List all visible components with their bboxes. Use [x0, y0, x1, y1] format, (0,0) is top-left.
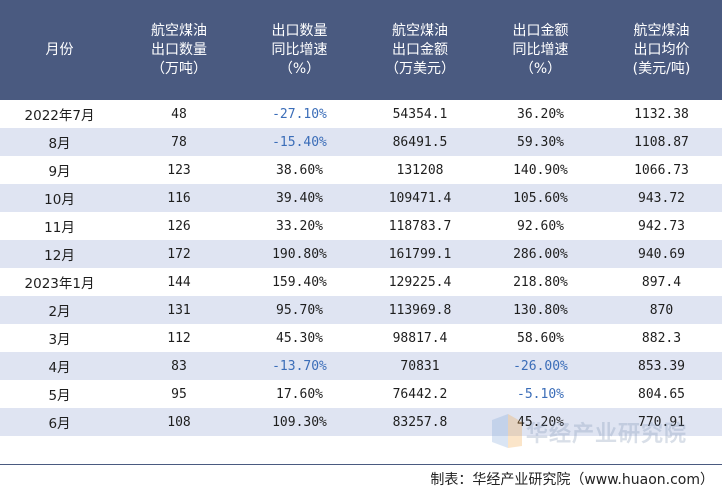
cell-value-yoy: 45.20% — [480, 408, 601, 436]
cell-export-value: 76442.2 — [360, 380, 480, 408]
cell-export-volume: 95 — [119, 380, 239, 408]
cell-value-yoy: 218.80% — [480, 268, 601, 296]
cell-volume-yoy: 95.70% — [239, 296, 360, 324]
cell-month: 9月 — [0, 156, 119, 184]
table-row: 2023年1月 144 159.40% 129225.4 218.80% 897.4 — [0, 268, 722, 296]
cell-avg-price: 853.39 — [601, 352, 722, 380]
table-row: 3月 112 45.30% 98817.4 58.60% 882.3 — [0, 324, 722, 352]
cell-volume-yoy: 109.30% — [239, 408, 360, 436]
cell-export-volume: 126 — [119, 212, 239, 240]
cell-avg-price: 942.73 — [601, 212, 722, 240]
cell-month: 8月 — [0, 128, 119, 156]
cell-month: 3月 — [0, 324, 119, 352]
cell-month: 10月 — [0, 184, 119, 212]
header-month: 月份 — [0, 0, 119, 100]
cell-export-volume: 116 — [119, 184, 239, 212]
table-body: 2022年7月 48 -27.10% 54354.1 36.20% 1132.38 8月 78… — [0, 100, 722, 436]
cell-volume-yoy: -27.10% — [239, 100, 360, 128]
cell-value-yoy: -26.00% — [480, 352, 601, 380]
export-table: 月份 航空煤油 出口数量 （万吨） 出口数量 同比增速 （%） 航空煤油 出口金… — [0, 0, 722, 436]
header-avg-price: 航空煤油 出口均价 (美元/吨) — [601, 0, 722, 100]
cell-export-volume: 78 — [119, 128, 239, 156]
cell-volume-yoy: 45.30% — [239, 324, 360, 352]
cell-value-yoy: 58.60% — [480, 324, 601, 352]
table-row: 2022年7月 48 -27.10% 54354.1 36.20% 1132.38 — [0, 100, 722, 128]
cell-volume-yoy: 17.60% — [239, 380, 360, 408]
cell-export-volume: 112 — [119, 324, 239, 352]
cell-month: 2023年1月 — [0, 268, 119, 296]
cell-avg-price: 943.72 — [601, 184, 722, 212]
cell-avg-price: 1132.38 — [601, 100, 722, 128]
cell-month: 6月 — [0, 408, 119, 436]
header-volume-yoy: 出口数量 同比增速 （%） — [239, 0, 360, 100]
cell-month: 11月 — [0, 212, 119, 240]
cell-avg-price: 1108.87 — [601, 128, 722, 156]
cell-export-volume: 123 — [119, 156, 239, 184]
cell-month: 2月 — [0, 296, 119, 324]
cell-export-value: 70831 — [360, 352, 480, 380]
cell-avg-price: 804.65 — [601, 380, 722, 408]
cell-value-yoy: 36.20% — [480, 100, 601, 128]
cell-export-volume: 108 — [119, 408, 239, 436]
cell-export-value: 161799.1 — [360, 240, 480, 268]
cell-month: 5月 — [0, 380, 119, 408]
cell-avg-price: 870 — [601, 296, 722, 324]
cell-volume-yoy: -13.70% — [239, 352, 360, 380]
header-export-volume: 航空煤油 出口数量 （万吨） — [119, 0, 239, 100]
cell-export-value: 83257.8 — [360, 408, 480, 436]
table-row: 11月 126 33.20% 118783.7 92.60% 942.73 — [0, 212, 722, 240]
cell-month: 4月 — [0, 352, 119, 380]
cell-month: 12月 — [0, 240, 119, 268]
source-note: 制表：华经产业研究院（www.huaon.com） — [430, 472, 714, 488]
cell-export-value: 129225.4 — [360, 268, 480, 296]
cell-value-yoy: 105.60% — [480, 184, 601, 212]
header-row: 月份 航空煤油 出口数量 （万吨） 出口数量 同比增速 （%） 航空煤油 出口金… — [0, 0, 722, 100]
table-header: 月份 航空煤油 出口数量 （万吨） 出口数量 同比增速 （%） 航空煤油 出口金… — [0, 0, 722, 100]
cell-month: 2022年7月 — [0, 100, 119, 128]
cell-avg-price: 1066.73 — [601, 156, 722, 184]
cell-export-volume: 172 — [119, 240, 239, 268]
cell-volume-yoy: 39.40% — [239, 184, 360, 212]
cell-value-yoy: 140.90% — [480, 156, 601, 184]
table-row: 8月 78 -15.40% 86491.5 59.30% 1108.87 — [0, 128, 722, 156]
cell-avg-price: 897.4 — [601, 268, 722, 296]
cell-volume-yoy: 190.80% — [239, 240, 360, 268]
cell-export-value: 54354.1 — [360, 100, 480, 128]
cell-avg-price: 882.3 — [601, 324, 722, 352]
table-row: 12月 172 190.80% 161799.1 286.00% 940.69 — [0, 240, 722, 268]
cell-value-yoy: -5.10% — [480, 380, 601, 408]
cell-volume-yoy: 38.60% — [239, 156, 360, 184]
cell-value-yoy: 59.30% — [480, 128, 601, 156]
cell-volume-yoy: -15.40% — [239, 128, 360, 156]
table-row: 5月 95 17.60% 76442.2 -5.10% 804.65 — [0, 380, 722, 408]
cell-value-yoy: 130.80% — [480, 296, 601, 324]
cell-volume-yoy: 159.40% — [239, 268, 360, 296]
cell-export-value: 118783.7 — [360, 212, 480, 240]
cell-export-value: 113969.8 — [360, 296, 480, 324]
cell-export-value: 86491.5 — [360, 128, 480, 156]
table-row: 9月 123 38.60% 131208 140.90% 1066.73 — [0, 156, 722, 184]
cell-avg-price: 940.69 — [601, 240, 722, 268]
cell-export-value: 98817.4 — [360, 324, 480, 352]
table-row: 6月 108 109.30% 83257.8 45.20% 770.91 — [0, 408, 722, 436]
cell-value-yoy: 92.60% — [480, 212, 601, 240]
table-row: 10月 116 39.40% 109471.4 105.60% 943.72 — [0, 184, 722, 212]
table-row: 4月 83 -13.70% 70831 -26.00% 853.39 — [0, 352, 722, 380]
cell-export-value: 131208 — [360, 156, 480, 184]
header-export-value: 航空煤油 出口金额 （万美元） — [360, 0, 480, 100]
cell-avg-price: 770.91 — [601, 408, 722, 436]
cell-export-volume: 131 — [119, 296, 239, 324]
table-footer: 制表：华经产业研究院（www.huaon.com） — [0, 464, 722, 492]
cell-export-volume: 48 — [119, 100, 239, 128]
header-value-yoy: 出口金额 同比增速 （%） — [480, 0, 601, 100]
cell-volume-yoy: 33.20% — [239, 212, 360, 240]
cell-export-value: 109471.4 — [360, 184, 480, 212]
cell-export-volume: 83 — [119, 352, 239, 380]
table-row: 2月 131 95.70% 113969.8 130.80% 870 — [0, 296, 722, 324]
cell-value-yoy: 286.00% — [480, 240, 601, 268]
cell-export-volume: 144 — [119, 268, 239, 296]
